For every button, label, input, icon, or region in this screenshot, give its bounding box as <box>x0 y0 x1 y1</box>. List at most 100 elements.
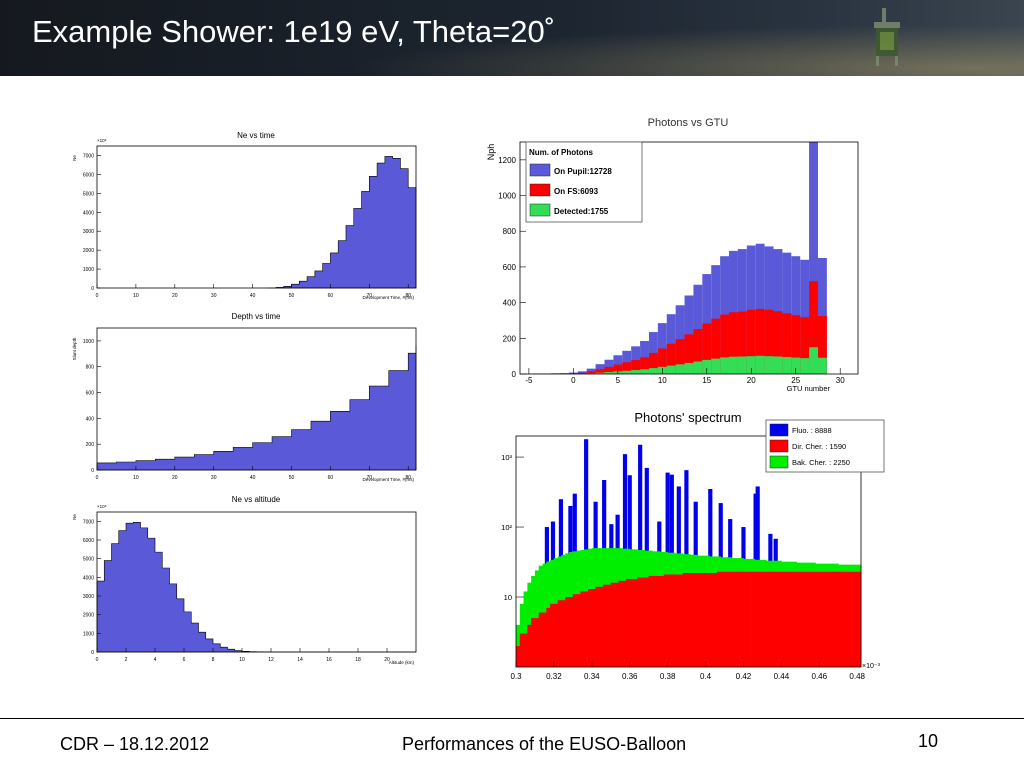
bar <box>701 573 706 667</box>
x-tick-label: 16 <box>326 657 332 663</box>
chart-title: Photons' spectrum <box>634 410 741 425</box>
y-tick-label: 6000 <box>83 172 94 178</box>
series-on-fs <box>551 281 827 374</box>
bar <box>711 358 721 374</box>
legend-entry-pupil: On Pupil:12728 <box>554 167 612 176</box>
y-axis-label: Ne <box>72 155 77 161</box>
x-tick-label: 2 <box>125 657 128 663</box>
bar <box>516 645 521 667</box>
chart-title: Photons vs GTU <box>648 117 729 129</box>
bar <box>728 571 733 667</box>
bar <box>622 580 627 667</box>
y-tick-label: 2000 <box>83 613 94 619</box>
x-tick-label: 10 <box>239 657 245 663</box>
chart-ne-vs-altitude: Ne vs altitude Ne ×10⁶ Altitude (km) 0 2 4… <box>72 495 417 665</box>
bar <box>747 571 752 667</box>
bar <box>644 577 649 667</box>
chart-photons-vs-gtu: Photons vs GTU Nph GTU number -5 0 5 10 15 20… <box>486 117 859 393</box>
bar <box>641 577 646 667</box>
bar <box>830 571 835 667</box>
page-number: 10 <box>918 731 939 751</box>
bar <box>561 600 566 667</box>
y-tick-label: 0 <box>91 286 94 292</box>
bar <box>796 571 801 667</box>
chart-photons-spectrum: Photons' spectrum ×10⁻³ 0.3 0.32 0.34 0.36 0… <box>501 410 885 681</box>
area-series <box>96 521 416 653</box>
bar <box>675 574 680 667</box>
bar <box>729 312 738 374</box>
bar <box>762 571 767 667</box>
bar <box>729 356 738 374</box>
bar <box>697 573 703 667</box>
y-tick-label: 0 <box>91 468 94 474</box>
bar <box>737 249 747 374</box>
legend: Fluo. : 8888 Dir. Cher. : 1590 Bak. Cher… <box>765 419 885 473</box>
bar <box>652 575 657 667</box>
bar <box>791 357 801 374</box>
bar <box>819 571 824 667</box>
bar <box>732 571 737 667</box>
bar <box>773 356 783 374</box>
bar <box>565 597 570 667</box>
bar <box>800 571 805 667</box>
bar <box>754 571 759 667</box>
plot-frame <box>515 435 862 668</box>
bar <box>737 356 747 374</box>
plot-area: 0.3 0.32 0.34 0.36 0.38 0.4 0.42 0.44 0.46 0.48 10… <box>501 435 866 681</box>
y-tick-label: 3000 <box>83 594 94 600</box>
bar <box>817 316 827 374</box>
bar <box>853 571 858 667</box>
bar <box>815 571 820 667</box>
bar <box>788 571 794 667</box>
bar <box>591 589 596 667</box>
x-tick-label: 0.44 <box>774 672 790 681</box>
x-tick-label: 25 <box>791 376 800 385</box>
series-dir-cher <box>516 571 862 667</box>
bar <box>782 313 792 374</box>
bar <box>766 571 771 667</box>
bar <box>538 612 543 667</box>
bar <box>702 323 712 374</box>
x-axis-label: Development Time, #(ms) <box>362 477 414 482</box>
bar <box>770 571 775 667</box>
legend-entry-fluo: Fluo. : 8888 <box>792 426 832 435</box>
bar <box>684 362 694 374</box>
bar <box>516 624 521 667</box>
y-tick-label: 1000 <box>83 339 94 345</box>
bar <box>519 633 524 667</box>
bar <box>606 584 612 667</box>
bar <box>773 571 778 667</box>
y-axis-label: Nph <box>486 144 496 161</box>
x-tick-label: 10 <box>133 475 139 481</box>
y-tick-label: 1000 <box>498 192 516 201</box>
y-tick-label: 800 <box>503 227 517 236</box>
y-exponent-label: ×10⁶ <box>97 504 107 509</box>
y-tick-label: 1000 <box>83 631 94 637</box>
y-tick-label: 0 <box>512 370 517 379</box>
bar <box>751 571 756 667</box>
bar <box>595 364 605 374</box>
bar <box>739 571 744 667</box>
bar <box>577 372 587 374</box>
x-tick-label: 20 <box>384 657 390 663</box>
bar <box>720 314 730 374</box>
x-tick-label: 30 <box>211 293 217 299</box>
bar <box>777 571 782 667</box>
y-tick-label: 200 <box>86 442 95 448</box>
y-tick-label: 400 <box>503 299 517 308</box>
y-tick-label: 5000 <box>83 557 94 563</box>
bar <box>809 347 818 374</box>
bar <box>586 368 596 374</box>
bar <box>764 356 774 374</box>
bar <box>807 571 813 667</box>
bar <box>546 607 551 667</box>
legend-swatch-dirch <box>769 439 789 453</box>
bar <box>800 317 810 374</box>
x-exponent-label: ×10⁻³ <box>862 663 881 670</box>
legend-swatch-pupil <box>529 163 551 177</box>
x-tick-label: 30 <box>836 376 845 385</box>
bar <box>746 356 756 374</box>
bar <box>523 633 528 667</box>
bar <box>694 573 699 667</box>
x-tick-label: 0.46 <box>812 672 828 681</box>
